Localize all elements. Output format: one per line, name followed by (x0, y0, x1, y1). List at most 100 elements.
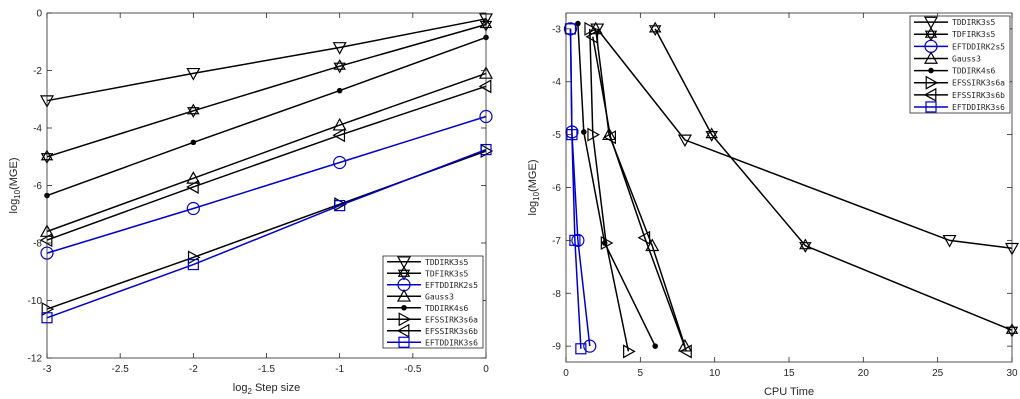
data-point (564, 23, 577, 35)
data-point (587, 127, 600, 142)
legend-item: EFTDDIRK3s6 (914, 101, 1005, 113)
legend-label: EFSSIRK3s6b (952, 91, 1005, 100)
legend-item: EFSSIRK3s6a (387, 312, 478, 327)
data-point (588, 21, 603, 35)
series-line (46, 85, 487, 241)
data-point (187, 103, 200, 118)
series-line (46, 23, 487, 158)
series-line (596, 28, 1013, 250)
series-line (46, 18, 487, 102)
legend-marker (396, 323, 410, 338)
series-7 (39, 79, 492, 248)
legend-label: TDDIRK3s5 (952, 18, 996, 27)
x-tick-label: 20 (858, 368, 870, 379)
data-point (648, 21, 662, 37)
legend-item: TDFIRK3s5 (387, 266, 469, 281)
legend-marker (396, 256, 412, 269)
legend-marker (398, 336, 410, 348)
series-line (569, 28, 582, 349)
y-tick-label: -8 (33, 239, 42, 250)
data-point (336, 87, 343, 94)
legend-label: EFSSIRK3s6a (425, 315, 478, 324)
series-line (46, 148, 487, 319)
chart-2: 0 5 10 15 20 25 30 -9 -8 -7 -6 -5 -4 -3 CPU Time log10(… (527, 12, 1020, 398)
legend-item: TDDIRK3s5 (914, 16, 996, 30)
x-tick-label: 0 (563, 368, 569, 379)
data-point (584, 21, 598, 36)
legend-item: TDDIRK4s6 (387, 304, 469, 313)
legend-marker (397, 266, 411, 281)
data-point (186, 201, 200, 216)
legend-label: EFTDDIRK3s6 (425, 338, 478, 347)
data-point (942, 234, 957, 248)
series-5 (575, 20, 659, 349)
x-tick-label: 0 (483, 364, 489, 375)
data-point (603, 130, 617, 145)
data-point (705, 127, 718, 142)
y-tick-label: -2 (33, 66, 42, 77)
legend-label: TDDIRK4s6 (425, 304, 469, 313)
data-point (575, 20, 581, 27)
series-line (46, 115, 487, 254)
x-tick-label: 25 (932, 368, 944, 379)
series-line (46, 72, 487, 233)
data-point (187, 250, 201, 265)
data-point (585, 29, 599, 44)
legend-marker (928, 67, 934, 74)
data-point (637, 230, 651, 245)
x-tick-label: 10 (709, 368, 721, 379)
legend-item: Gauss3 (914, 51, 981, 64)
legend-item: EFTDDIRK3s6 (387, 336, 478, 348)
y-tick-label: 0 (36, 9, 42, 20)
legend-marker (923, 51, 939, 64)
legend-item: TDDIRK3s5 (387, 256, 469, 269)
legend-label: Gauss3 (425, 292, 454, 301)
legend-label: EFTDDIRK2s5 (952, 42, 1005, 51)
legend-marker (925, 75, 939, 90)
legend-label: TDDIRK3s5 (425, 258, 469, 267)
legend-label: TDFIRK3s5 (425, 269, 469, 278)
legend-item: TDDIRK4s6 (914, 67, 996, 76)
legend-item: TDFIRK3s5 (914, 26, 996, 42)
x-tick-label: 30 (1006, 368, 1018, 379)
legend-marker (396, 289, 412, 302)
data-point (600, 236, 614, 251)
legend-item: EFSSIRK3s6a (914, 75, 1005, 90)
y-tick-label: -12 (28, 354, 43, 365)
legend-label: EFTDDIRK3s6 (952, 103, 1005, 112)
data-point (332, 42, 347, 55)
series-line (589, 28, 630, 352)
data-point (334, 200, 346, 212)
x-tick-label: 15 (783, 368, 795, 379)
series-7 (585, 29, 692, 359)
data-point (581, 129, 587, 135)
data-point (677, 338, 692, 352)
data-point (187, 258, 199, 271)
x-tick-label: -0.5 (404, 364, 422, 375)
chart-1: -3 -2.5 -2 -1.5 -1 -0.5 0 -12 -10 -8 -6 -4 -2 0 log2 S… (8, 9, 494, 396)
x-tick-label: 5 (638, 368, 644, 379)
legend-item: EFSSIRK3s6b (387, 323, 478, 338)
series-6 (584, 21, 636, 359)
x-tick-label: -2 (189, 364, 198, 375)
y-tick-label: -4 (33, 124, 42, 135)
x-axis-label: CPU Time (764, 386, 814, 398)
data-point (332, 117, 347, 131)
y-tick-label: -7 (552, 236, 561, 247)
legend-marker (401, 304, 407, 311)
y-tick-label: -6 (33, 181, 42, 192)
x-tick-label: -3 (43, 364, 52, 375)
y-tick-label: -8 (552, 289, 561, 300)
series-line (592, 36, 688, 352)
data-point (333, 155, 347, 170)
y-axis-label: log10(MGE) (8, 158, 22, 214)
legend-label: TDFIRK3s5 (952, 30, 996, 39)
legend-item: EFSSIRK3s6b (914, 87, 1005, 102)
data-point (575, 343, 587, 355)
data-point (190, 139, 197, 146)
data-point (571, 233, 585, 247)
data-point (186, 179, 199, 194)
y-tick-label: -3 (552, 24, 561, 35)
data-point (333, 58, 346, 74)
